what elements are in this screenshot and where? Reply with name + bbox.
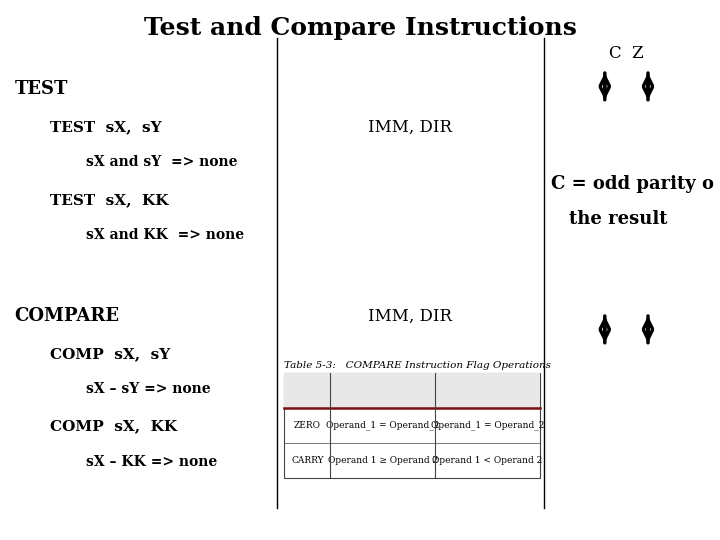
Text: Table 5-3:   COMPARE Instruction Flag Operations: Table 5-3: COMPARE Instruction Flag Oper… xyxy=(284,361,552,370)
Text: When Flag=1: When Flag=1 xyxy=(454,386,521,395)
Text: C = odd parity o: C = odd parity o xyxy=(551,174,714,193)
Text: When Flag=0: When Flag=0 xyxy=(349,386,417,395)
Text: Operand 1 < Operand 2: Operand 1 < Operand 2 xyxy=(433,456,543,465)
Text: COMPARE: COMPARE xyxy=(14,307,120,325)
Text: COMP  sX,  sY: COMP sX, sY xyxy=(50,347,171,361)
Text: TEST: TEST xyxy=(14,80,68,98)
Text: TEST  sX,  KK: TEST sX, KK xyxy=(50,193,169,207)
Text: sX and sY  => none: sX and sY => none xyxy=(86,155,238,169)
Text: CARRY: CARRY xyxy=(291,456,324,465)
Text: Operand 1 ≥ Operand 2: Operand 1 ≥ Operand 2 xyxy=(328,456,438,465)
Text: TEST  sX,  sY: TEST sX, sY xyxy=(50,120,162,134)
Text: IMM, DIR: IMM, DIR xyxy=(369,118,452,136)
Text: Operand_1 = Operand_2: Operand_1 = Operand_2 xyxy=(326,421,439,430)
Text: Test and Compare Instructions: Test and Compare Instructions xyxy=(143,16,577,40)
Text: IMM, DIR: IMM, DIR xyxy=(369,307,452,325)
Text: the result: the result xyxy=(569,210,667,228)
Bar xyxy=(284,373,540,478)
Text: sX and KK  => none: sX and KK => none xyxy=(86,228,245,242)
Text: sX – KK => none: sX – KK => none xyxy=(86,455,217,469)
Text: C  Z: C Z xyxy=(609,45,644,63)
Text: COMP  sX,  KK: COMP sX, KK xyxy=(50,420,178,434)
Text: sX – sY => none: sX – sY => none xyxy=(86,382,211,396)
Bar xyxy=(284,373,540,408)
Text: Operand_1 = Operand_2: Operand_1 = Operand_2 xyxy=(431,421,544,430)
Text: ZERO: ZERO xyxy=(294,421,321,430)
Text: Flag: Flag xyxy=(297,386,318,395)
